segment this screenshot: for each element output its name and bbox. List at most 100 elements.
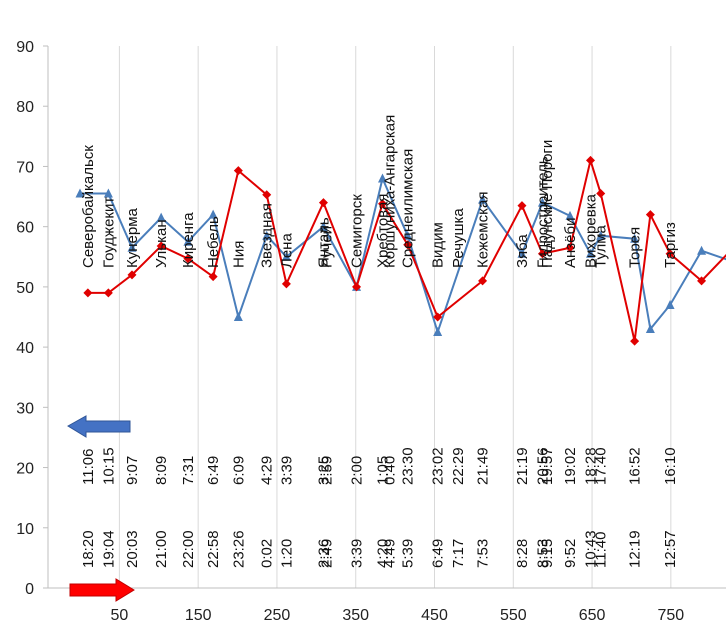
time-label-down: 7:53	[475, 539, 492, 568]
station-label: Ручей	[319, 226, 336, 268]
time-label-down: 20:03	[124, 530, 141, 568]
time-label-up: 23:30	[400, 447, 417, 485]
station-label: Лена	[278, 233, 295, 268]
station-label: Небель	[205, 216, 222, 268]
time-label-up: 9:07	[124, 456, 141, 485]
time-label-down: 3:39	[349, 539, 366, 568]
time-label-down: 23:26	[230, 530, 247, 568]
series-line-blue	[80, 175, 726, 336]
y-tick-label: 40	[16, 340, 34, 357]
station-label: Улькан	[153, 219, 170, 268]
station-label: Среднеилимская	[400, 149, 417, 268]
time-label-up: 18:28	[582, 447, 599, 485]
time-label-down: 12:57	[662, 530, 679, 568]
data-point-red	[433, 312, 443, 322]
time-label-up: 23:02	[430, 447, 447, 485]
data-point-blue	[281, 251, 291, 261]
data-point-blue	[262, 230, 272, 240]
series-line-red	[87, 156, 726, 342]
station-label: Хребтовая	[375, 194, 392, 268]
y-tick-label: 80	[16, 99, 34, 116]
time-label-down: 0:02	[259, 539, 276, 568]
data-point-blue	[127, 242, 137, 252]
data-point-red	[352, 282, 362, 292]
data-point-red	[565, 243, 575, 253]
data-point-blue	[697, 245, 707, 255]
data-point-blue	[630, 233, 640, 243]
data-point-blue	[75, 188, 85, 198]
time-label-down: 22:58	[205, 530, 222, 568]
station-label: Янталь	[315, 217, 332, 268]
y-tick-label: 10	[16, 521, 34, 538]
time-label-up: 19:02	[562, 447, 579, 485]
station-label: Кежемская	[475, 192, 492, 268]
x-tick-label: 550	[500, 607, 527, 624]
time-label-up: 8:09	[153, 456, 170, 485]
time-label-down: 10:43	[582, 530, 599, 568]
data-point-red	[83, 288, 93, 298]
station-label: Зяба	[514, 234, 531, 268]
time-label-up: 22:29	[450, 447, 467, 485]
data-point-blue	[156, 212, 166, 222]
time-label-down: 1:20	[278, 539, 295, 568]
time-label-down: 21:00	[153, 530, 170, 568]
station-label: Торея	[627, 227, 644, 268]
data-point-red	[697, 276, 707, 286]
data-point-red	[645, 210, 655, 220]
x-tick-label: 650	[579, 607, 606, 624]
station-label: Анзёби	[562, 218, 579, 268]
time-label-down: 22:00	[180, 530, 197, 568]
time-label-down: 19:04	[100, 530, 117, 568]
data-point-blue	[565, 210, 575, 220]
data-point-red	[585, 155, 595, 165]
time-label-down: 5:39	[400, 539, 417, 568]
time-label-down: 9:15	[539, 539, 556, 568]
time-label-down: 4:49	[382, 539, 399, 568]
time-label-up: 7:31	[180, 456, 197, 485]
data-point-blue	[208, 209, 218, 219]
time-label-down: 8:53	[534, 539, 551, 568]
data-point-red	[262, 190, 272, 200]
x-tick-label: 250	[264, 607, 291, 624]
y-tick-label: 70	[16, 159, 34, 176]
data-point-blue	[537, 197, 547, 207]
time-label-up: 20:56	[534, 447, 551, 485]
time-label-up: 2:59	[319, 456, 336, 485]
time-label-down: 2:36	[315, 539, 332, 568]
y-tick-label: 20	[16, 461, 34, 478]
x-tick-label: 450	[421, 607, 448, 624]
data-point-red	[127, 270, 137, 280]
station-label: Гоуджекит	[100, 197, 117, 268]
time-label-up: 16:10	[662, 447, 679, 485]
x-tick-label: 50	[110, 607, 128, 624]
time-label-down: 8:28	[514, 539, 531, 568]
data-point-red	[517, 201, 527, 211]
time-label-up: 17:40	[593, 447, 610, 485]
x-tick-label: 350	[342, 607, 369, 624]
data-point-blue	[433, 327, 443, 337]
right-arrow-icon	[69, 578, 135, 602]
data-point-blue	[183, 236, 193, 246]
time-label-up: 11:06	[80, 449, 97, 485]
y-tick-label: 30	[16, 400, 34, 417]
time-label-up: 21:19	[514, 447, 531, 485]
station-label: Речушка	[450, 208, 467, 268]
x-tick-label: 150	[185, 607, 212, 624]
time-label-down: 12:19	[627, 530, 644, 568]
data-point-red	[156, 241, 166, 251]
data-point-blue	[318, 221, 328, 231]
station-label: Видим	[430, 222, 447, 268]
time-label-down: 18:20	[80, 530, 97, 568]
time-label-up: 0:40	[382, 456, 399, 485]
time-label-up: 3:25	[315, 456, 332, 485]
station-label: Гидростроитель	[534, 156, 551, 268]
station-label: Коршуниха-Ангарская	[382, 115, 399, 268]
y-tick-label: 90	[16, 39, 34, 56]
data-point-red	[208, 272, 218, 282]
left-arrow-icon	[67, 415, 131, 438]
station-label: Ния	[230, 241, 247, 268]
time-label-up: 21:49	[475, 447, 492, 485]
time-label-up: 2:00	[349, 456, 366, 485]
data-point-red	[478, 276, 488, 286]
